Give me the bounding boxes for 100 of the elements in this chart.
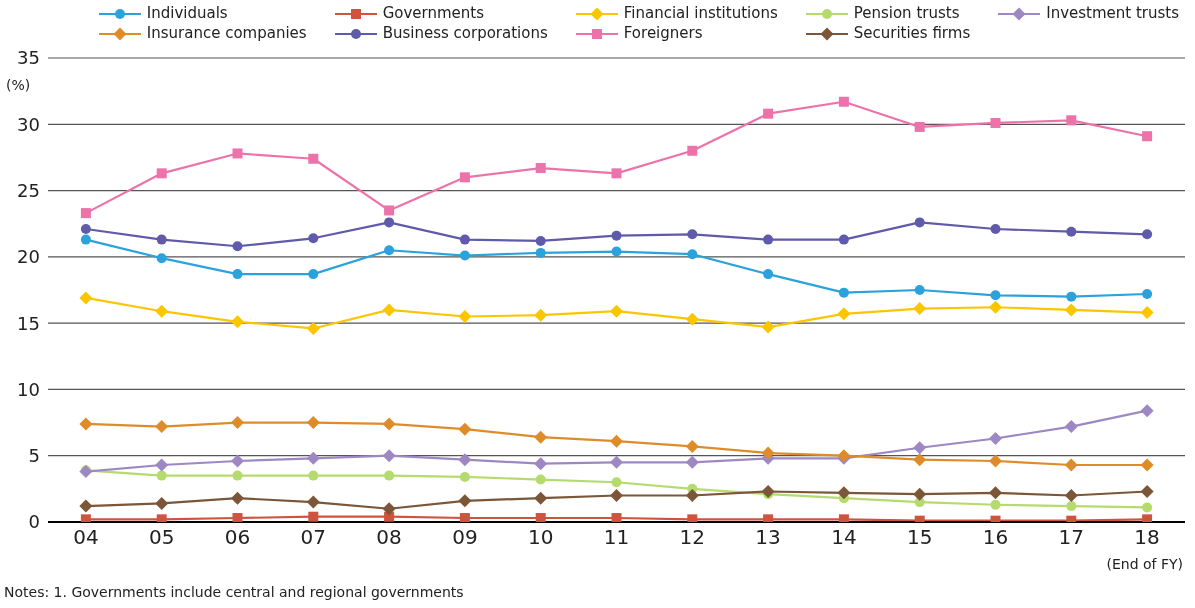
legend-label: Financial institutions [623,4,778,22]
point [1064,303,1078,317]
point [534,430,548,444]
point [611,477,622,488]
point [306,321,320,335]
point [534,308,548,322]
point [458,422,472,436]
point [610,434,623,448]
point [459,172,470,183]
point [231,416,244,430]
point [306,495,320,509]
point [384,217,395,228]
point [989,300,1002,314]
point [458,453,472,467]
point [1142,514,1153,522]
point [308,470,319,481]
point [459,513,470,522]
point [308,511,319,522]
point [306,416,320,430]
point [382,303,396,317]
point [1140,458,1154,472]
y-tick-label: 30 [17,113,40,135]
point [914,285,925,295]
x-tick-label: 12 [679,525,706,550]
point [80,234,91,245]
point [458,310,472,324]
x-tick-label: 18 [1134,525,1160,550]
y-tick-label: 0 [28,511,40,533]
point [913,302,927,316]
point [610,304,623,318]
point [838,234,849,245]
point [232,470,243,481]
point [535,163,546,174]
point [1066,226,1077,237]
point [1142,229,1153,240]
point [382,502,396,516]
legend-label: Business corporations [382,24,548,42]
point [761,320,775,334]
point [687,145,698,156]
point [384,205,395,216]
y-axis-title: (%) [6,76,31,93]
point [155,304,169,318]
point [611,246,622,257]
x-tick-label: 13 [755,525,781,550]
x-tick-label: 11 [603,525,630,550]
x-tick-label: 07 [300,525,327,550]
legend-label: Individuals [146,4,228,22]
point [156,234,167,245]
point [1142,131,1153,142]
point [155,458,169,472]
point [80,208,91,219]
y-tick-label: 15 [17,312,40,334]
point [80,514,91,522]
point [837,307,851,321]
point [611,230,622,241]
point [534,491,548,505]
point [914,121,925,132]
point [79,291,93,305]
point [1140,306,1154,320]
point [761,446,775,460]
point [308,153,319,164]
x-tick-label: 10 [527,525,554,550]
x-tick-label: 17 [1058,525,1085,550]
point [1066,501,1077,512]
point [382,449,396,463]
legend-label: Investment trusts [1046,4,1179,22]
point [156,253,167,264]
point [685,312,699,326]
point [685,488,699,502]
point [837,486,851,500]
point [459,471,470,482]
y-tick-label: 5 [28,445,40,467]
legend-label: Governments [382,4,485,22]
x-tick-label: 15 [906,525,933,550]
point [763,269,774,280]
point [231,315,244,329]
legend-label: Insurance companies [146,24,307,42]
point [1142,502,1153,513]
point [306,451,320,465]
point [989,454,1002,468]
point [687,514,698,522]
point [610,488,623,502]
point [534,457,548,471]
point [1064,488,1078,502]
y-tick-label: 25 [17,179,40,201]
legend-label: Securities firms [853,24,971,42]
x-tick-label: 08 [376,525,402,550]
legend-label: Foreigners [623,24,703,42]
x-tick-label: 09 [452,525,478,550]
point [1066,291,1077,302]
point [232,269,243,280]
point [384,245,395,256]
point [1064,420,1078,434]
point [80,224,91,235]
point [763,514,774,522]
x-tick-label: 14 [831,525,857,550]
point [535,513,546,522]
point [989,431,1002,445]
point [990,499,1001,510]
point [685,455,699,469]
